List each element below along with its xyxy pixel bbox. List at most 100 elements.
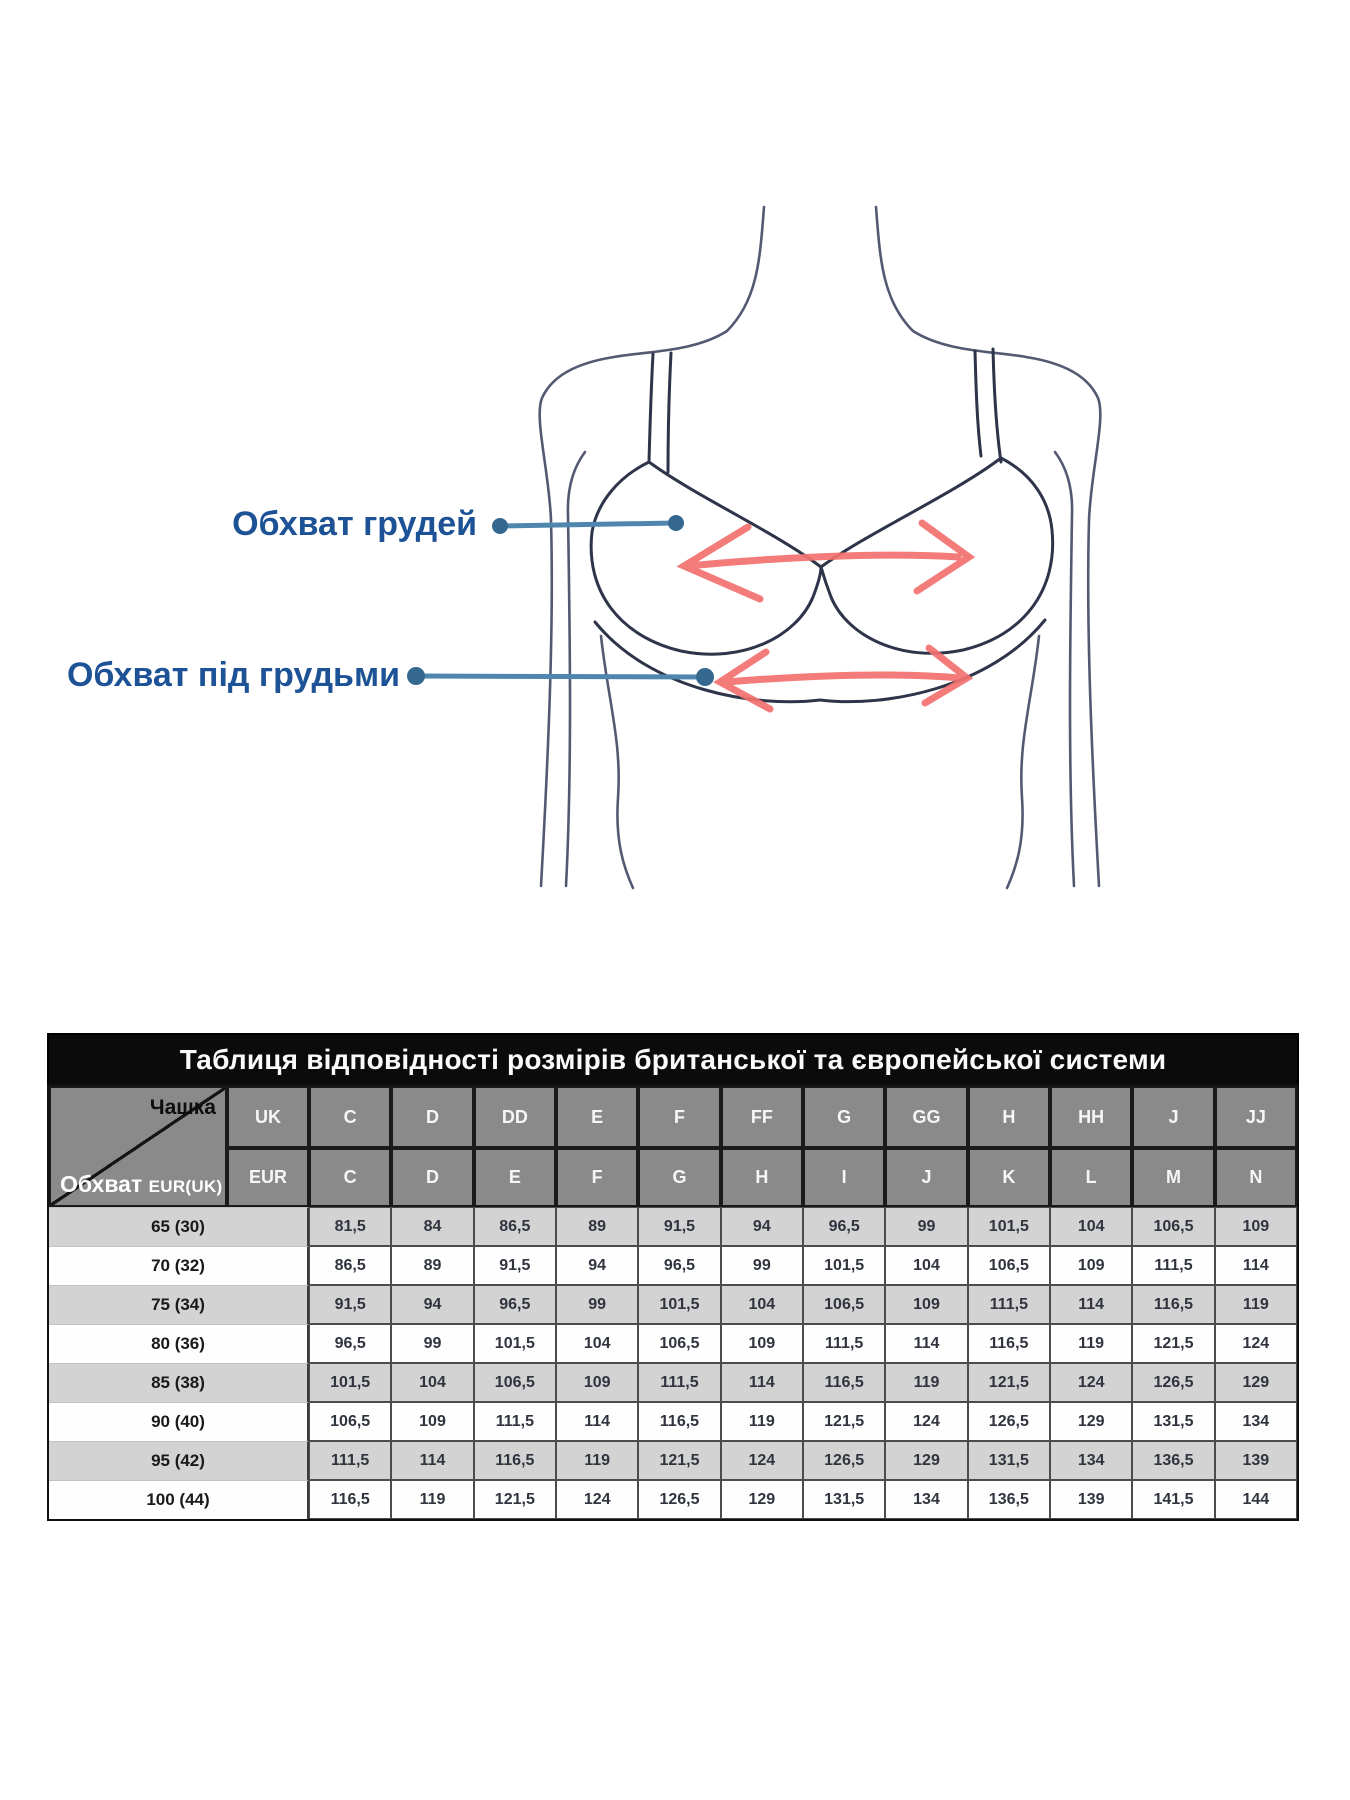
size-value-cell: 129 <box>1050 1402 1133 1441</box>
size-value-cell: 129 <box>885 1441 968 1480</box>
size-value-cell: 109 <box>720 1324 803 1363</box>
bra-strap-right <box>973 349 983 458</box>
size-grid: Чашка Обхват EUR(UK) UK C D DD E F FF G GG H HH J J… <box>47 1084 1299 1521</box>
size-value-cell: 96,5 <box>473 1285 556 1324</box>
size-value-cell: 116,5 <box>309 1480 392 1519</box>
neck-left-line <box>725 205 766 333</box>
size-value-cell: 101,5 <box>638 1285 721 1324</box>
size-value-cell: 131,5 <box>967 1441 1050 1480</box>
bust-callout-dot-figure <box>668 515 684 531</box>
corner-girth-label: Обхват EUR(UK) <box>60 1171 222 1198</box>
eur-cup-cell: C <box>309 1148 392 1207</box>
size-value-cell: 121,5 <box>638 1441 721 1480</box>
size-value-cell: 106,5 <box>473 1363 556 1402</box>
eur-cup-cell: I <box>803 1148 886 1207</box>
size-value-cell: 116,5 <box>803 1363 886 1402</box>
underbust-arrow-head-left <box>713 648 774 713</box>
size-value-cell: 124 <box>720 1441 803 1480</box>
bra-band <box>593 618 1047 704</box>
bra-strap-left <box>647 352 655 464</box>
size-value-cell: 86,5 <box>473 1207 556 1246</box>
underbust-girth-label: Обхват під грудьми <box>66 656 400 694</box>
size-value-cell: 129 <box>720 1480 803 1519</box>
inner-arm-right <box>1053 450 1076 888</box>
size-value-cell: 116,5 <box>473 1441 556 1480</box>
size-value-cell: 121,5 <box>1132 1324 1215 1363</box>
shoulder-arm-right <box>911 329 1102 888</box>
size-value-cell: 121,5 <box>803 1402 886 1441</box>
eur-header-cell: EUR <box>227 1148 309 1207</box>
corner-header-cell: Чашка Обхват EUR(UK) <box>49 1086 227 1207</box>
bra-strap-right-2 <box>991 347 1003 464</box>
size-value-cell: 94 <box>720 1207 803 1246</box>
band-row-label: 65 (30) <box>49 1207 309 1246</box>
band-row-label: 80 (36) <box>49 1324 309 1363</box>
measurement-diagram <box>407 205 1102 890</box>
size-value-cell: 134 <box>885 1480 968 1519</box>
shoulder-arm-left <box>538 329 729 888</box>
size-value-cell: 126,5 <box>638 1480 721 1519</box>
underbust-arrow <box>713 644 974 713</box>
size-value-cell: 96,5 <box>638 1246 721 1285</box>
size-value-cell: 136,5 <box>1132 1441 1215 1480</box>
bra-cup-left <box>589 460 823 656</box>
size-value-cell: 86,5 <box>309 1246 392 1285</box>
size-value-cell: 134 <box>1050 1441 1133 1480</box>
eur-cup-cell: D <box>391 1148 474 1207</box>
band-row-label: 100 (44) <box>49 1480 309 1519</box>
size-value-cell: 99 <box>885 1207 968 1246</box>
size-value-cell: 106,5 <box>967 1246 1050 1285</box>
size-value-cell: 144 <box>1214 1480 1297 1519</box>
waist-right <box>1005 634 1041 890</box>
size-value-cell: 84 <box>391 1207 474 1246</box>
size-value-cell: 129 <box>1214 1363 1297 1402</box>
size-value-cell: 119 <box>885 1363 968 1402</box>
size-value-cell: 96,5 <box>803 1207 886 1246</box>
band-row-label: 75 (34) <box>49 1285 309 1324</box>
size-value-cell: 126,5 <box>1132 1363 1215 1402</box>
size-value-cell: 106,5 <box>309 1402 392 1441</box>
size-value-cell: 101,5 <box>803 1246 886 1285</box>
size-value-cell: 101,5 <box>309 1363 392 1402</box>
size-value-cell: 109 <box>556 1363 639 1402</box>
size-value-cell: 124 <box>1050 1363 1133 1402</box>
bra-outline <box>589 347 1055 704</box>
size-value-cell: 111,5 <box>638 1363 721 1402</box>
size-value-cell: 104 <box>391 1363 474 1402</box>
eur-cup-cell: E <box>473 1148 556 1207</box>
uk-cup-cell: E <box>556 1086 639 1148</box>
size-value-cell: 104 <box>885 1246 968 1285</box>
size-value-cell: 139 <box>1214 1441 1297 1480</box>
uk-cup-cell: C <box>309 1086 392 1148</box>
uk-cup-cell: FF <box>720 1086 803 1148</box>
size-value-cell: 139 <box>1050 1480 1133 1519</box>
underbust-callout-dot-figure <box>696 668 714 686</box>
size-value-cell: 111,5 <box>1132 1246 1215 1285</box>
size-value-cell: 96,5 <box>309 1324 392 1363</box>
size-value-cell: 111,5 <box>473 1402 556 1441</box>
size-value-cell: 99 <box>391 1324 474 1363</box>
band-row-label: 70 (32) <box>49 1246 309 1285</box>
size-value-cell: 101,5 <box>473 1324 556 1363</box>
size-value-cell: 111,5 <box>967 1285 1050 1324</box>
size-value-cell: 106,5 <box>1132 1207 1215 1246</box>
bust-girth-label: Обхват грудей <box>232 505 477 543</box>
underbust-arrow-head-right <box>921 644 974 707</box>
uk-header-cell: UK <box>227 1086 309 1148</box>
size-value-cell: 114 <box>1050 1285 1133 1324</box>
size-value-cell: 124 <box>556 1480 639 1519</box>
size-value-cell: 114 <box>720 1363 803 1402</box>
size-value-cell: 109 <box>1214 1207 1297 1246</box>
size-value-cell: 114 <box>885 1324 968 1363</box>
corner-girth-units: EUR(UK) <box>148 1177 223 1196</box>
eur-cup-cell: L <box>1050 1148 1133 1207</box>
size-value-cell: 91,5 <box>638 1207 721 1246</box>
size-value-cell: 121,5 <box>473 1480 556 1519</box>
underbust-callout-dot-label <box>407 667 425 685</box>
size-value-cell: 106,5 <box>638 1324 721 1363</box>
size-value-cell: 136,5 <box>967 1480 1050 1519</box>
inner-arm-left <box>564 450 587 888</box>
size-table: Таблиця відповідності розмірів британськ… <box>47 1033 1299 1521</box>
size-value-cell: 94 <box>391 1285 474 1324</box>
